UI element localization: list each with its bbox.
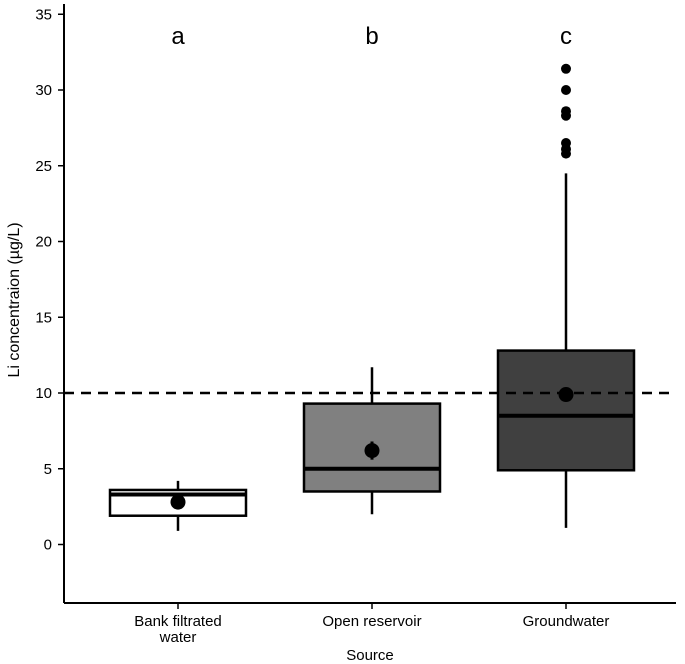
y-tick-label: 20 [35, 234, 52, 251]
y-tick-label: 25 [35, 158, 52, 175]
significance-letter: c [560, 23, 572, 50]
x-tick-label: Groundwater [523, 613, 610, 630]
boxes-layer: a b c [108, 23, 636, 531]
y-ticks: 0 5 10 15 20 25 30 35 [35, 6, 64, 554]
y-tick-label: 15 [35, 309, 52, 326]
x-tick-label: Open reservoir [322, 613, 421, 630]
y-tick-label: 10 [35, 385, 52, 402]
box-group: b [302, 23, 442, 515]
outlier-point [561, 85, 571, 95]
outlier-point [561, 106, 571, 117]
box-group: c [496, 23, 636, 528]
significance-letter: a [171, 23, 185, 50]
y-tick-label: 5 [44, 461, 52, 478]
outlier-point [561, 138, 571, 149]
y-axis-label: Li concentraion (µg/L) [6, 222, 23, 377]
y-tick-label: 0 [44, 537, 52, 554]
significance-letter: b [365, 23, 378, 50]
y-tick-label: 30 [35, 82, 52, 99]
mean-point [364, 443, 380, 459]
y-tick-label: 35 [35, 6, 52, 23]
axes-layer [63, 4, 676, 604]
outlier-point [561, 63, 571, 74]
box-group: a [108, 23, 248, 531]
mean-point [558, 387, 574, 403]
box-iqr [496, 349, 636, 472]
x-axis-label: Source [346, 647, 394, 664]
x-tick-label: water [159, 629, 197, 646]
x-tick-label: Bank filtrated [134, 613, 222, 630]
mean-point [170, 494, 186, 510]
